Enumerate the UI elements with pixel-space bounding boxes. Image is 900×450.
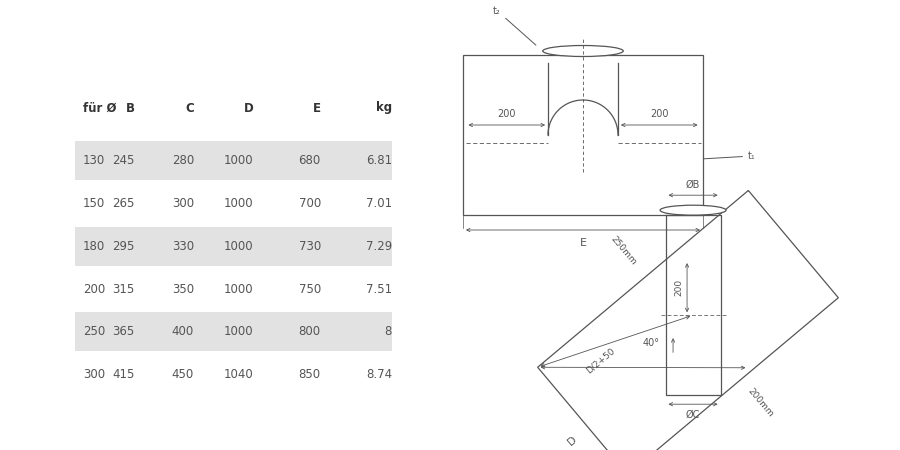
Text: 1000: 1000 bbox=[224, 197, 254, 210]
Text: C: C bbox=[185, 102, 194, 114]
Text: 1000: 1000 bbox=[224, 283, 254, 296]
Bar bbox=[76, 312, 392, 351]
Bar bbox=[76, 141, 392, 180]
Text: 330: 330 bbox=[172, 240, 194, 253]
Text: 280: 280 bbox=[172, 154, 194, 167]
Text: E: E bbox=[313, 102, 320, 114]
Text: 1040: 1040 bbox=[224, 368, 254, 381]
Text: 180: 180 bbox=[83, 240, 105, 253]
Text: 300: 300 bbox=[172, 197, 194, 210]
Text: 1000: 1000 bbox=[224, 325, 254, 338]
Text: 680: 680 bbox=[299, 154, 320, 167]
Text: 40°: 40° bbox=[642, 338, 659, 348]
Text: D: D bbox=[244, 102, 254, 114]
Text: D: D bbox=[566, 435, 579, 448]
Text: 200: 200 bbox=[650, 109, 669, 119]
Text: B: B bbox=[126, 102, 135, 114]
Text: t₁: t₁ bbox=[703, 151, 756, 161]
Text: 365: 365 bbox=[112, 325, 135, 338]
Text: 200: 200 bbox=[498, 109, 516, 119]
Text: 315: 315 bbox=[112, 283, 135, 296]
Text: 8: 8 bbox=[384, 325, 392, 338]
Text: 450: 450 bbox=[172, 368, 194, 381]
Text: 265: 265 bbox=[112, 197, 135, 210]
Text: 400: 400 bbox=[172, 325, 194, 338]
Text: 150: 150 bbox=[83, 197, 105, 210]
Text: D/2+50: D/2+50 bbox=[584, 346, 616, 375]
Text: 415: 415 bbox=[112, 368, 135, 381]
Text: kg: kg bbox=[376, 102, 392, 114]
Text: 1000: 1000 bbox=[224, 240, 254, 253]
Text: 200: 200 bbox=[674, 279, 683, 296]
Text: 245: 245 bbox=[112, 154, 135, 167]
Text: 350: 350 bbox=[172, 283, 194, 296]
Text: 700: 700 bbox=[299, 197, 320, 210]
Text: t₂: t₂ bbox=[493, 5, 536, 45]
Text: E: E bbox=[580, 238, 587, 248]
Text: 200mm: 200mm bbox=[746, 386, 775, 418]
Ellipse shape bbox=[660, 205, 726, 215]
Text: 200: 200 bbox=[83, 283, 105, 296]
Text: 7.29: 7.29 bbox=[365, 240, 392, 253]
Text: 300: 300 bbox=[83, 368, 105, 381]
Text: 295: 295 bbox=[112, 240, 135, 253]
Text: 750: 750 bbox=[299, 283, 320, 296]
Text: 1000: 1000 bbox=[224, 154, 254, 167]
Text: ØC: ØC bbox=[686, 410, 700, 420]
Bar bbox=[463, 55, 703, 215]
Text: 730: 730 bbox=[299, 240, 320, 253]
Text: 130: 130 bbox=[83, 154, 105, 167]
Text: ØB: ØB bbox=[686, 180, 700, 190]
Text: für Ø: für Ø bbox=[83, 102, 117, 114]
Text: 800: 800 bbox=[299, 325, 320, 338]
Bar bbox=[76, 227, 392, 266]
Text: 850: 850 bbox=[299, 368, 320, 381]
Ellipse shape bbox=[543, 45, 623, 57]
Text: 7.01: 7.01 bbox=[366, 197, 392, 210]
Text: 250: 250 bbox=[83, 325, 105, 338]
Text: 6.81: 6.81 bbox=[366, 154, 392, 167]
Text: 7.51: 7.51 bbox=[366, 283, 392, 296]
Text: 250mm: 250mm bbox=[608, 234, 637, 266]
Text: 8.74: 8.74 bbox=[366, 368, 392, 381]
